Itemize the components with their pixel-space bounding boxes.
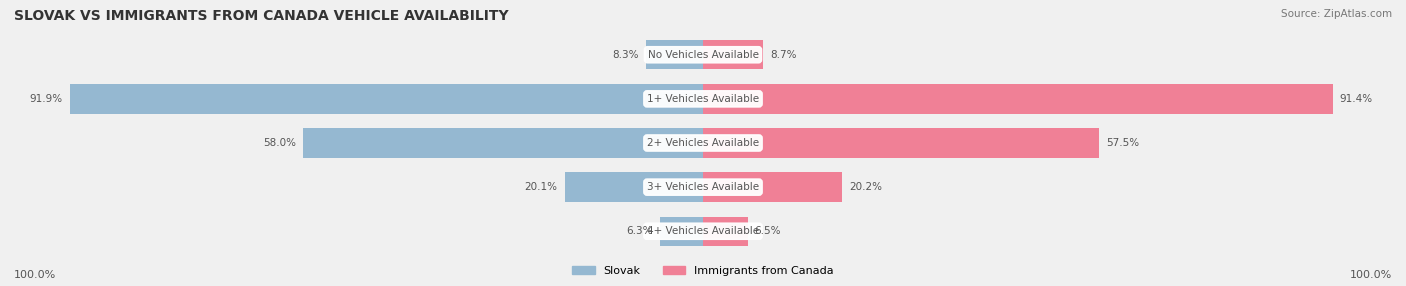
Text: 100.0%: 100.0%: [14, 270, 56, 280]
Text: 91.4%: 91.4%: [1340, 94, 1372, 104]
Text: 8.3%: 8.3%: [613, 50, 638, 60]
Bar: [659, 217, 703, 246]
Text: 20.1%: 20.1%: [524, 182, 558, 192]
Text: 58.0%: 58.0%: [263, 138, 297, 148]
Text: 8.7%: 8.7%: [770, 50, 796, 60]
Text: 4+ Vehicles Available: 4+ Vehicles Available: [647, 226, 759, 236]
Bar: [703, 84, 1333, 114]
Text: SLOVAK VS IMMIGRANTS FROM CANADA VEHICLE AVAILABILITY: SLOVAK VS IMMIGRANTS FROM CANADA VEHICLE…: [14, 9, 509, 23]
Text: 3+ Vehicles Available: 3+ Vehicles Available: [647, 182, 759, 192]
Text: 91.9%: 91.9%: [30, 94, 63, 104]
Text: 6.3%: 6.3%: [626, 226, 652, 236]
Text: 2+ Vehicles Available: 2+ Vehicles Available: [647, 138, 759, 148]
Text: 100.0%: 100.0%: [1350, 270, 1392, 280]
Bar: [565, 172, 703, 202]
Bar: [703, 217, 748, 246]
Text: 1+ Vehicles Available: 1+ Vehicles Available: [647, 94, 759, 104]
Text: 6.5%: 6.5%: [755, 226, 782, 236]
Bar: [703, 128, 1099, 158]
Text: 20.2%: 20.2%: [849, 182, 882, 192]
Text: Source: ZipAtlas.com: Source: ZipAtlas.com: [1281, 9, 1392, 19]
Bar: [703, 172, 842, 202]
Bar: [703, 40, 763, 69]
Legend: Slovak, Immigrants from Canada: Slovak, Immigrants from Canada: [568, 262, 838, 281]
Bar: [645, 40, 703, 69]
Bar: [70, 84, 703, 114]
Text: No Vehicles Available: No Vehicles Available: [648, 50, 758, 60]
Bar: [304, 128, 703, 158]
Text: 57.5%: 57.5%: [1107, 138, 1139, 148]
